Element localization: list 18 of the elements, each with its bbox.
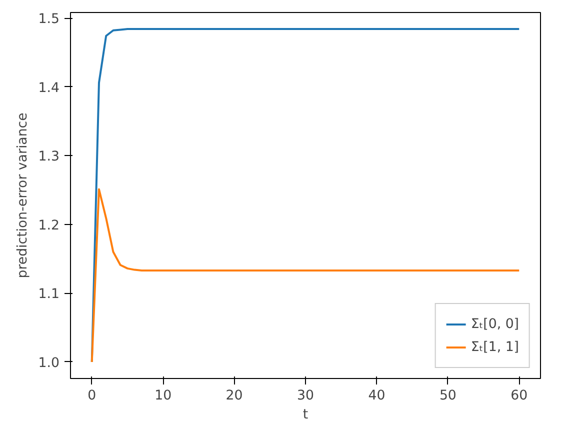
y-tick-label: 1.1	[38, 287, 60, 302]
legend-label: Σₜ[1, 1]	[470, 340, 519, 354]
y-tick-label: 1.5	[38, 12, 60, 28]
y-axis-title: prediction-error variance	[15, 112, 30, 278]
x-tick-label: 0	[88, 388, 96, 404]
y-tick-label: 1.3	[38, 150, 60, 165]
x-tick-label: 50	[439, 388, 456, 404]
y-tick-label: 1.4	[38, 80, 60, 96]
line-series	[90, 188, 520, 363]
y-tick-label: 1.0	[38, 356, 60, 371]
x-tick-label: 30	[297, 388, 314, 404]
x-axis-title: t	[302, 408, 308, 422]
x-tick-label: 20	[226, 388, 243, 404]
legend-label: Σₜ[0, 0]	[470, 316, 519, 332]
x-tick-label: 40	[368, 388, 386, 404]
x-tick-label: 60	[510, 388, 528, 404]
x-tick-label: 10	[154, 388, 172, 404]
y-tick-label: 1.2	[38, 218, 60, 234]
